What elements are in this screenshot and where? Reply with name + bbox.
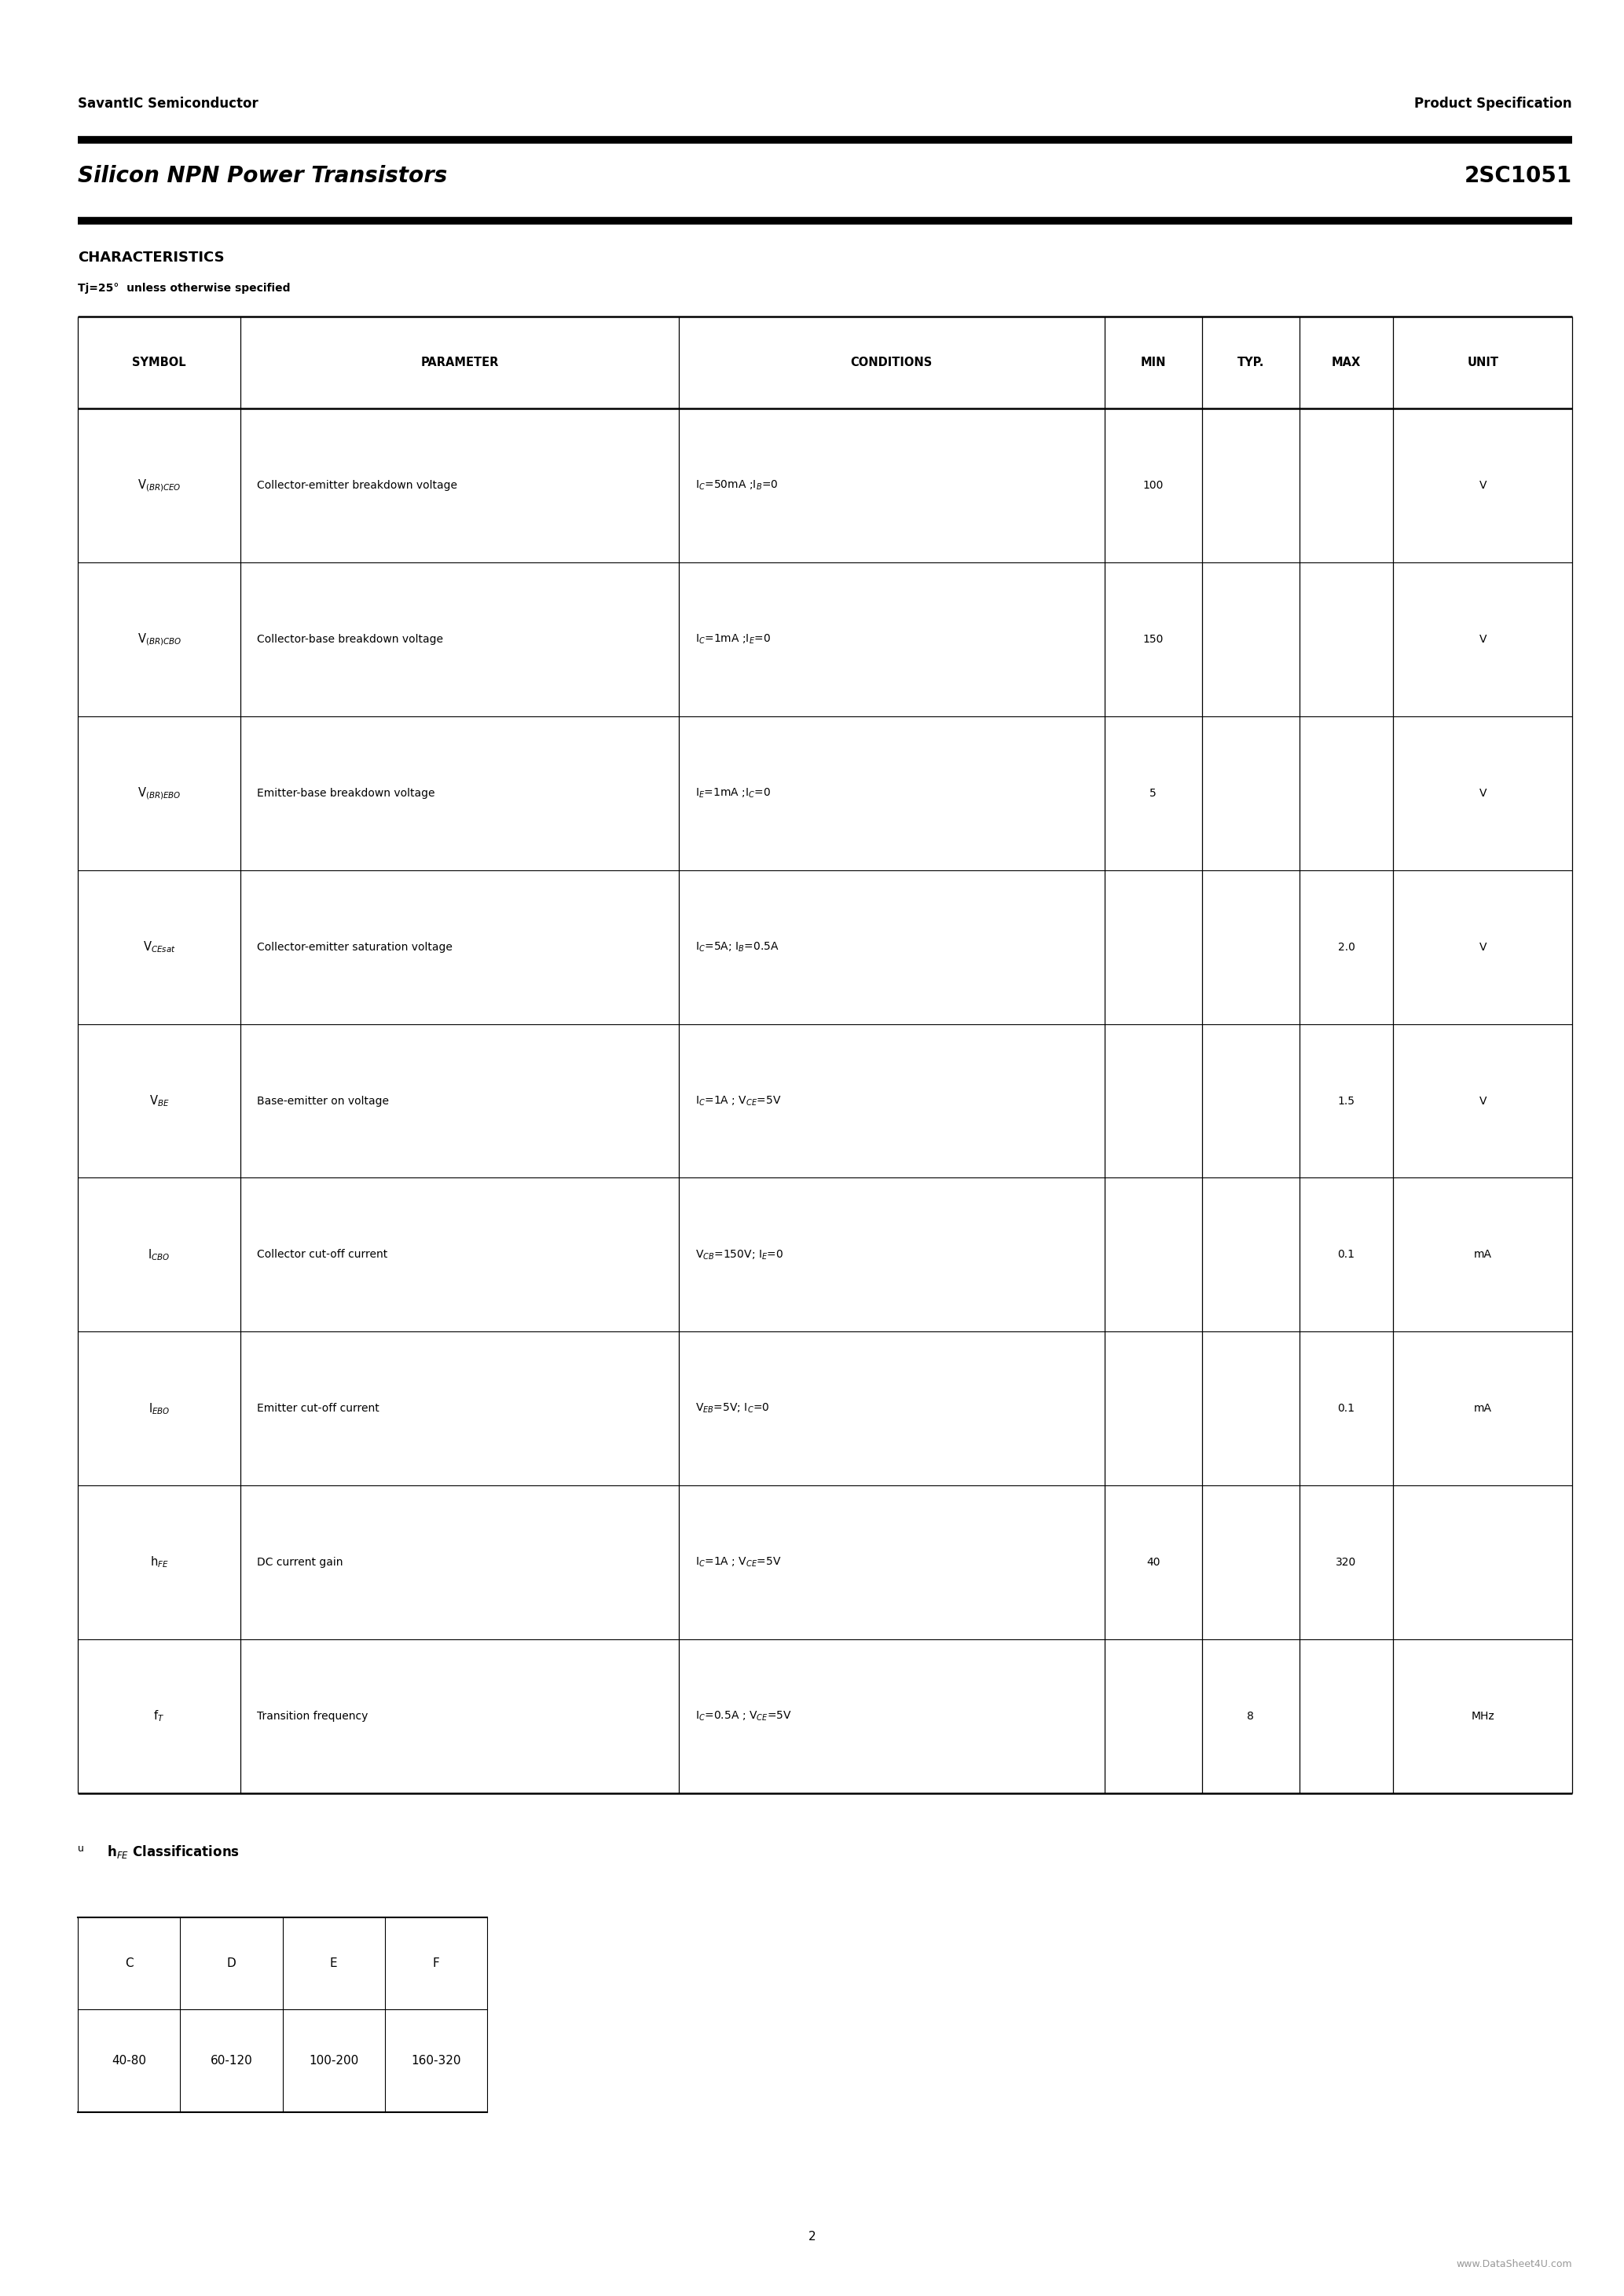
Text: V$_{(BR)CEO}$: V$_{(BR)CEO}$ bbox=[138, 478, 180, 494]
Text: 150: 150 bbox=[1143, 634, 1163, 645]
Text: Tj=25°  unless otherwise specified: Tj=25° unless otherwise specified bbox=[78, 282, 291, 294]
Text: TYP.: TYP. bbox=[1237, 356, 1263, 370]
Text: 0.1: 0.1 bbox=[1338, 1249, 1354, 1261]
Text: 8: 8 bbox=[1247, 1711, 1254, 1722]
Text: Collector cut-off current: Collector cut-off current bbox=[257, 1249, 387, 1261]
Text: Collector-emitter saturation voltage: Collector-emitter saturation voltage bbox=[257, 941, 451, 953]
Text: 2: 2 bbox=[809, 2229, 815, 2243]
Text: V: V bbox=[1479, 634, 1486, 645]
Text: SYMBOL: SYMBOL bbox=[132, 356, 187, 370]
Text: V: V bbox=[1479, 788, 1486, 799]
Text: mA: mA bbox=[1473, 1403, 1492, 1414]
Text: MIN: MIN bbox=[1140, 356, 1166, 370]
Text: f$_{T}$: f$_{T}$ bbox=[154, 1708, 164, 1724]
Text: Product Specification: Product Specification bbox=[1415, 96, 1572, 110]
Text: 100: 100 bbox=[1143, 480, 1163, 491]
Text: 1.5: 1.5 bbox=[1338, 1095, 1354, 1107]
Text: Emitter-base breakdown voltage: Emitter-base breakdown voltage bbox=[257, 788, 435, 799]
Text: 2.0: 2.0 bbox=[1338, 941, 1354, 953]
Text: SavantIC Semiconductor: SavantIC Semiconductor bbox=[78, 96, 258, 110]
Text: Base-emitter on voltage: Base-emitter on voltage bbox=[257, 1095, 388, 1107]
Text: mA: mA bbox=[1473, 1249, 1492, 1261]
Text: V$_{EB}$=5V; I$_C$=0: V$_{EB}$=5V; I$_C$=0 bbox=[695, 1403, 770, 1414]
Text: PARAMETER: PARAMETER bbox=[421, 356, 499, 370]
Text: 60-120: 60-120 bbox=[209, 2055, 253, 2066]
Text: Collector-emitter breakdown voltage: Collector-emitter breakdown voltage bbox=[257, 480, 456, 491]
Text: Silicon NPN Power Transistors: Silicon NPN Power Transistors bbox=[78, 165, 448, 188]
Text: u: u bbox=[78, 1844, 84, 1853]
Text: CONDITIONS: CONDITIONS bbox=[851, 356, 932, 370]
Text: Collector-base breakdown voltage: Collector-base breakdown voltage bbox=[257, 634, 443, 645]
Text: V: V bbox=[1479, 1095, 1486, 1107]
Text: V: V bbox=[1479, 480, 1486, 491]
Text: I$_C$=50mA ;I$_B$=0: I$_C$=50mA ;I$_B$=0 bbox=[695, 480, 778, 491]
Text: E: E bbox=[330, 1956, 338, 1970]
Text: V: V bbox=[1479, 941, 1486, 953]
Text: 2SC1051: 2SC1051 bbox=[1465, 165, 1572, 188]
Text: www.DataSheet4U.com: www.DataSheet4U.com bbox=[1457, 2259, 1572, 2268]
Text: C: C bbox=[125, 1956, 133, 1970]
Text: I$_C$=1mA ;I$_E$=0: I$_C$=1mA ;I$_E$=0 bbox=[695, 634, 771, 645]
Text: Emitter cut-off current: Emitter cut-off current bbox=[257, 1403, 378, 1414]
Text: UNIT: UNIT bbox=[1466, 356, 1499, 370]
Text: 320: 320 bbox=[1337, 1557, 1356, 1568]
Text: I$_E$=1mA ;I$_C$=0: I$_E$=1mA ;I$_C$=0 bbox=[695, 788, 771, 799]
Text: MHz: MHz bbox=[1471, 1711, 1494, 1722]
Text: 0.1: 0.1 bbox=[1338, 1403, 1354, 1414]
Text: h$_{FE}$ Classifications: h$_{FE}$ Classifications bbox=[107, 1844, 240, 1860]
Text: 40: 40 bbox=[1147, 1557, 1160, 1568]
Text: I$_C$=5A; I$_B$=0.5A: I$_C$=5A; I$_B$=0.5A bbox=[695, 941, 780, 953]
Text: V$_{(BR)CBO}$: V$_{(BR)CBO}$ bbox=[136, 631, 182, 647]
Text: 100-200: 100-200 bbox=[309, 2055, 359, 2066]
Text: D: D bbox=[227, 1956, 235, 1970]
Text: V$_{CEsat}$: V$_{CEsat}$ bbox=[143, 939, 175, 955]
Text: 40-80: 40-80 bbox=[112, 2055, 146, 2066]
Text: CHARACTERISTICS: CHARACTERISTICS bbox=[78, 250, 224, 264]
Text: Transition frequency: Transition frequency bbox=[257, 1711, 367, 1722]
Text: DC current gain: DC current gain bbox=[257, 1557, 343, 1568]
Text: 160-320: 160-320 bbox=[411, 2055, 461, 2066]
Text: I$_{CBO}$: I$_{CBO}$ bbox=[148, 1247, 171, 1263]
Text: h$_{FE}$: h$_{FE}$ bbox=[149, 1554, 169, 1570]
Text: I$_C$=1A ; V$_{CE}$=5V: I$_C$=1A ; V$_{CE}$=5V bbox=[695, 1095, 781, 1107]
Text: V$_{(BR)EBO}$: V$_{(BR)EBO}$ bbox=[138, 785, 180, 801]
Text: V$_{BE}$: V$_{BE}$ bbox=[149, 1093, 169, 1109]
Text: I$_C$=1A ; V$_{CE}$=5V: I$_C$=1A ; V$_{CE}$=5V bbox=[695, 1557, 781, 1568]
Text: I$_C$=0.5A ; V$_{CE}$=5V: I$_C$=0.5A ; V$_{CE}$=5V bbox=[695, 1711, 791, 1722]
Text: F: F bbox=[432, 1956, 440, 1970]
Text: I$_{EBO}$: I$_{EBO}$ bbox=[148, 1401, 171, 1417]
Text: MAX: MAX bbox=[1332, 356, 1361, 370]
Text: V$_{CB}$=150V; I$_E$=0: V$_{CB}$=150V; I$_E$=0 bbox=[695, 1249, 783, 1261]
Text: 5: 5 bbox=[1150, 788, 1156, 799]
